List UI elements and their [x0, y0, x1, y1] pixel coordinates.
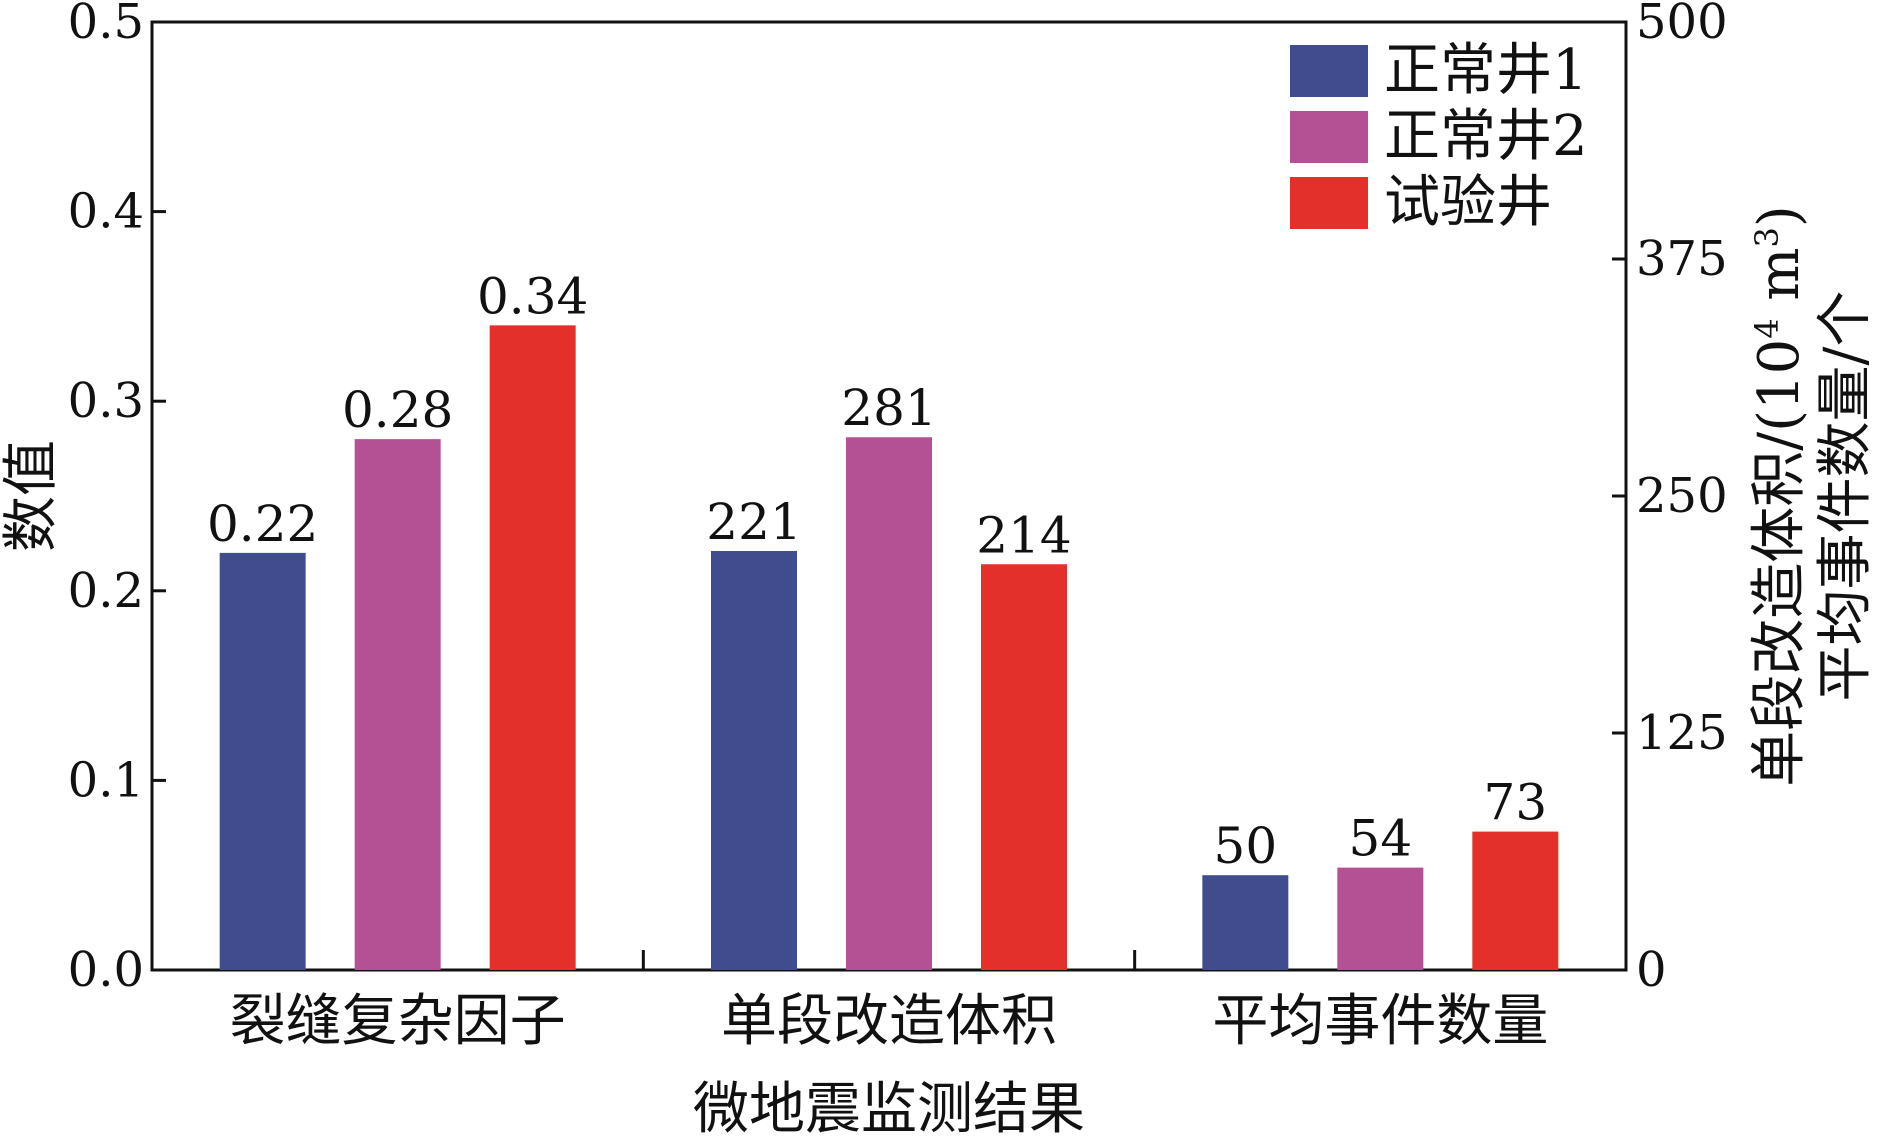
category-label: 单段改造体积: [721, 989, 1057, 1054]
bar: [711, 550, 797, 970]
bar-value-label: 0.28: [342, 381, 453, 439]
bar: [354, 439, 441, 970]
right-axis-title-line2: 平均事件数量/个: [1813, 291, 1878, 702]
right-tick-label: 375: [1636, 231, 1728, 287]
right-axis-title-sup1: 4: [1748, 318, 1786, 338]
right-axis-title-close: ): [1747, 205, 1812, 227]
bar: [1337, 867, 1424, 970]
svg-text:单段改造体积/(104 m3): 单段改造体积/(104 m3): [1747, 205, 1812, 786]
bar-value-label: 221: [706, 493, 801, 551]
right-tick-label: 250: [1636, 468, 1728, 524]
right-axis-title-line1: 单段改造体积/(10: [1747, 339, 1812, 787]
x-axis-title: 微地震监测结果: [693, 1077, 1085, 1140]
legend-swatch: [1290, 177, 1368, 229]
category-label: 平均事件数量: [1212, 989, 1548, 1054]
left-tick-label: 0.1: [68, 752, 144, 808]
bar: [981, 564, 1067, 970]
left-axis-ticks: 0.0 0.1 0.2 0.3 0.4 0.5: [68, 0, 166, 998]
left-tick-label: 0.3: [68, 373, 144, 429]
left-tick-label: 0.2: [68, 563, 144, 619]
bars-group: [219, 325, 1559, 970]
bar: [219, 552, 306, 970]
right-axis-title-sup2: 3: [1748, 227, 1786, 247]
bar-value-label: 0.34: [477, 267, 588, 325]
bar-value-label: 54: [1349, 810, 1413, 868]
bar-value-label: 281: [841, 379, 936, 437]
legend-swatch: [1290, 45, 1368, 97]
right-tick-label: 0: [1636, 942, 1667, 998]
right-axis-title-unit: m: [1747, 247, 1812, 318]
right-tick-label: 125: [1636, 705, 1728, 761]
legend-label: 正常井2: [1384, 104, 1588, 169]
x-axis-ticks: 裂缝复杂因子 单段改造体积 平均事件数量: [230, 950, 1548, 1054]
right-axis-ticks: 0 125 250 375 500: [1612, 0, 1728, 998]
legend-swatch: [1290, 111, 1368, 163]
legend-label: 试验井: [1384, 170, 1552, 235]
left-tick-label: 0.4: [68, 184, 144, 240]
bar-value-label: 214: [976, 506, 1071, 564]
bar: [489, 325, 576, 970]
bar: [846, 437, 932, 970]
bar-value-label: 0.22: [207, 495, 318, 553]
left-tick-label: 0.5: [68, 0, 144, 50]
legend-label: 正常井1: [1384, 38, 1588, 103]
right-tick-label: 500: [1636, 0, 1728, 50]
left-tick-label: 0.0: [68, 942, 144, 998]
bar-value-label: 73: [1484, 774, 1548, 832]
data-labels-group: 0.22 0.28 0.34 221 281 214 50 54 73: [207, 267, 1547, 875]
right-axis-title: 单段改造体积/(104 m3) 平均事件数量/个: [1747, 205, 1878, 786]
bar: [1472, 831, 1559, 970]
left-axis-title: 数值: [0, 440, 64, 552]
bar-value-label: 50: [1214, 817, 1278, 875]
bar: [1202, 875, 1289, 970]
category-label: 裂缝复杂因子: [230, 989, 566, 1054]
